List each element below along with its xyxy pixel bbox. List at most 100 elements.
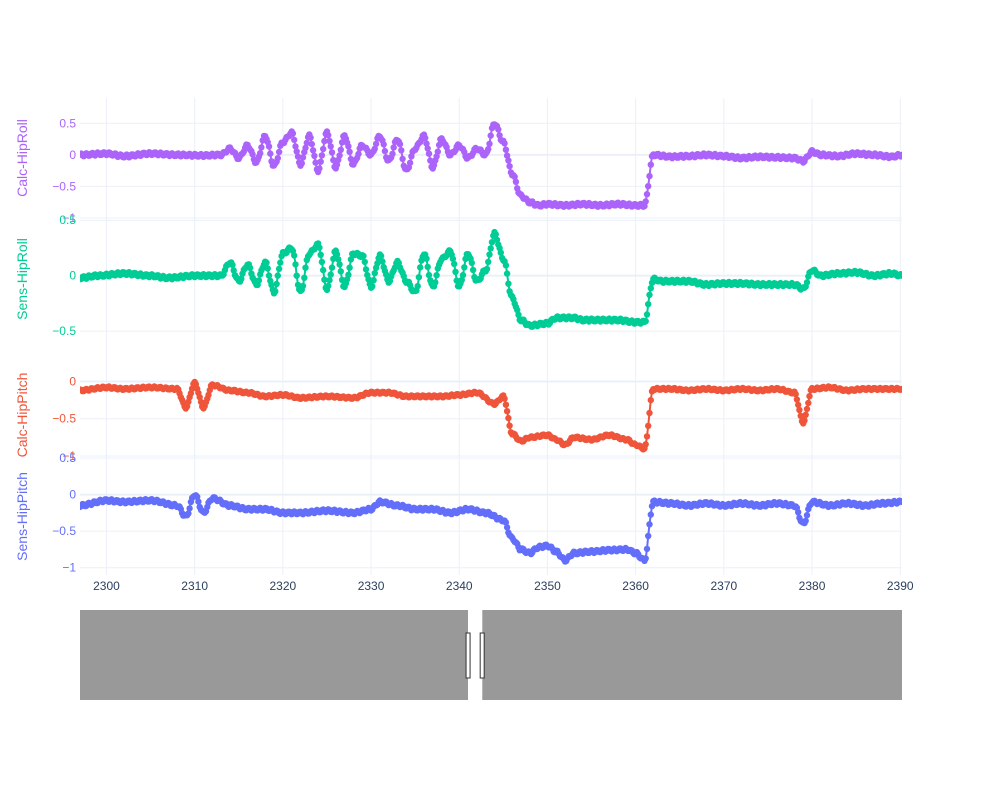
data-point [503, 152, 511, 159]
data-point [229, 261, 236, 269]
data-point [347, 256, 355, 263]
data-point [643, 191, 651, 198]
data-point [506, 422, 513, 429]
data-point [424, 145, 431, 152]
y-axis-title: Sens-HipRoll [14, 238, 30, 320]
data-point [318, 152, 326, 159]
data-point [301, 274, 308, 281]
slider-window[interactable] [468, 610, 483, 700]
data-point [308, 140, 315, 148]
x-tick-label: 2330 [358, 579, 385, 593]
data-point [461, 264, 468, 271]
x-axis: 2300 2310 2320 2330 2340 2350 2360 2370 2380 2390 [93, 579, 914, 593]
data-point [795, 509, 802, 516]
data-point [186, 505, 193, 512]
data-point [898, 151, 902, 158]
data-point [898, 498, 902, 506]
data-point [265, 143, 273, 150]
data-point [645, 301, 652, 308]
data-point [497, 249, 504, 256]
data-point [486, 251, 493, 258]
data-point [643, 433, 651, 440]
data-point [361, 258, 368, 266]
y-tick-label: −1 [62, 561, 76, 575]
data-point [505, 280, 512, 287]
data-point [433, 272, 440, 279]
data-point [647, 511, 654, 518]
data-point [333, 161, 341, 168]
data-point [487, 132, 494, 139]
data-point [326, 137, 333, 145]
range-slider[interactable] [80, 610, 902, 700]
data-point [643, 545, 651, 553]
data-point [238, 275, 245, 283]
x-tick-label: 2370 [710, 579, 737, 593]
data-point [381, 147, 389, 155]
data-point [642, 441, 649, 448]
data-point [793, 396, 801, 403]
data-point [796, 406, 803, 414]
data-point [312, 159, 319, 166]
data-point [372, 140, 380, 148]
data-point [795, 401, 802, 409]
y-tick-label: −0.5 [52, 179, 76, 193]
data-point [805, 399, 812, 407]
data-point [230, 267, 237, 274]
y-tick-label: 0.5 [59, 451, 76, 465]
data-point [299, 282, 307, 290]
data-point [502, 262, 510, 269]
data-point [335, 256, 342, 263]
data-point [802, 517, 809, 524]
data-point [246, 264, 254, 272]
data-point [646, 521, 653, 528]
slider-mask-right [482, 610, 902, 700]
data-point [289, 130, 297, 137]
data-point [293, 148, 300, 155]
data-point [803, 279, 811, 286]
data-point [506, 163, 513, 170]
data-point [275, 265, 283, 272]
data-point [493, 236, 501, 243]
data-point [292, 143, 299, 150]
data-point [346, 148, 353, 155]
y-tick-label: −1 [62, 449, 76, 463]
data-point [320, 145, 327, 153]
data-point [645, 532, 652, 540]
data-point [502, 401, 510, 408]
data-point [502, 519, 510, 526]
data-point [371, 269, 378, 277]
panels-layer: 0.5 0 −0.5 −1 Calc-HipRoll 0.5 0 −0.5 Sens-HipRo… [14, 116, 902, 575]
y-axis-title: Calc-HipPitch [14, 373, 30, 458]
data-point [369, 283, 376, 290]
y-axis-title: Sens-HipPitch [14, 472, 30, 561]
data-point [425, 150, 433, 157]
data-point [898, 272, 902, 279]
slider-handle-left[interactable] [465, 632, 471, 679]
data-point [268, 281, 275, 289]
data-point [514, 306, 521, 314]
data-point [374, 260, 381, 267]
data-point [370, 277, 377, 284]
data-point [185, 510, 192, 517]
data-point [423, 255, 430, 262]
data-point [194, 493, 201, 500]
data-point [302, 264, 309, 271]
data-point [205, 391, 212, 399]
data-point [258, 144, 265, 151]
slider-handle-right[interactable] [479, 632, 485, 679]
data-point [265, 272, 273, 279]
data-point [425, 271, 433, 279]
data-point [399, 155, 406, 163]
y-tick-label: 0.5 [59, 116, 76, 130]
data-point [487, 245, 494, 252]
data-point [459, 271, 467, 279]
x-tick-label: 2350 [534, 579, 561, 593]
data-point [452, 268, 459, 275]
data-point [195, 498, 202, 505]
data-point [316, 165, 323, 172]
data-point [345, 143, 352, 150]
y-tick-label: 0.5 [59, 213, 76, 227]
data-point [483, 265, 491, 273]
data-point [277, 259, 284, 266]
data-point [293, 272, 300, 279]
